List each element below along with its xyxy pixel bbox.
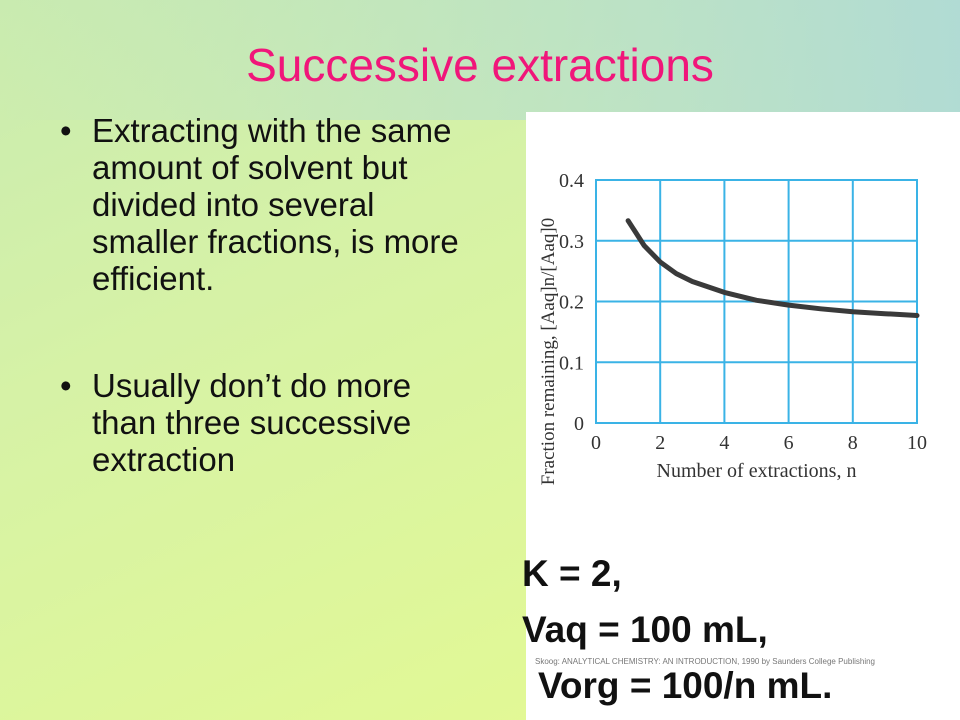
y-tick-label: 0.2 [559, 292, 584, 314]
x-tick-label: 2 [655, 432, 665, 454]
x-axis-label: Number of extractions, n [657, 460, 857, 482]
y-axis-label: Fraction remaining, [Aaq]n/[Aaq]0 [538, 218, 559, 486]
parameters-block: K = 2, Vaq = 100 mL, Vorg = 100/n mL. [522, 546, 952, 714]
x-tick-label: 10 [907, 432, 927, 454]
x-tick-label: 4 [719, 432, 729, 454]
bullet-list: Extracting with the same amount of solve… [52, 112, 472, 478]
series-line [625, 218, 920, 318]
param-k: K = 2, [522, 553, 622, 594]
x-tick-label: 0 [591, 432, 601, 454]
y-tick-label: 0.1 [559, 352, 584, 374]
image-credit: Skoog: ANALYTICAL CHEMISTRY: AN INTRODUC… [535, 657, 875, 666]
chart-figure: 0 2 4 6 8 10 0 0.1 0.2 0.3 0.4 Number of extraction… [526, 112, 960, 720]
y-tick-label: 0.4 [559, 170, 584, 192]
param-vaq: Vaq = 100 mL, [522, 609, 768, 650]
slide-title: Successive extractions [246, 39, 714, 91]
x-tick-label: 8 [848, 432, 858, 454]
param-vorg: Vorg = 100/n mL. [538, 665, 833, 706]
x-tick-label: 6 [784, 432, 794, 454]
title-band [0, 0, 960, 120]
y-tick-label: 0 [574, 413, 584, 435]
y-tick-label: 0.3 [559, 231, 584, 253]
bullet-item: Usually don’t do more than three success… [52, 367, 472, 478]
bullet-item: Extracting with the same amount of solve… [52, 112, 472, 297]
extraction-chart: 0 2 4 6 8 10 0 0.1 0.2 0.3 0.4 Number of extraction… [538, 170, 927, 486]
